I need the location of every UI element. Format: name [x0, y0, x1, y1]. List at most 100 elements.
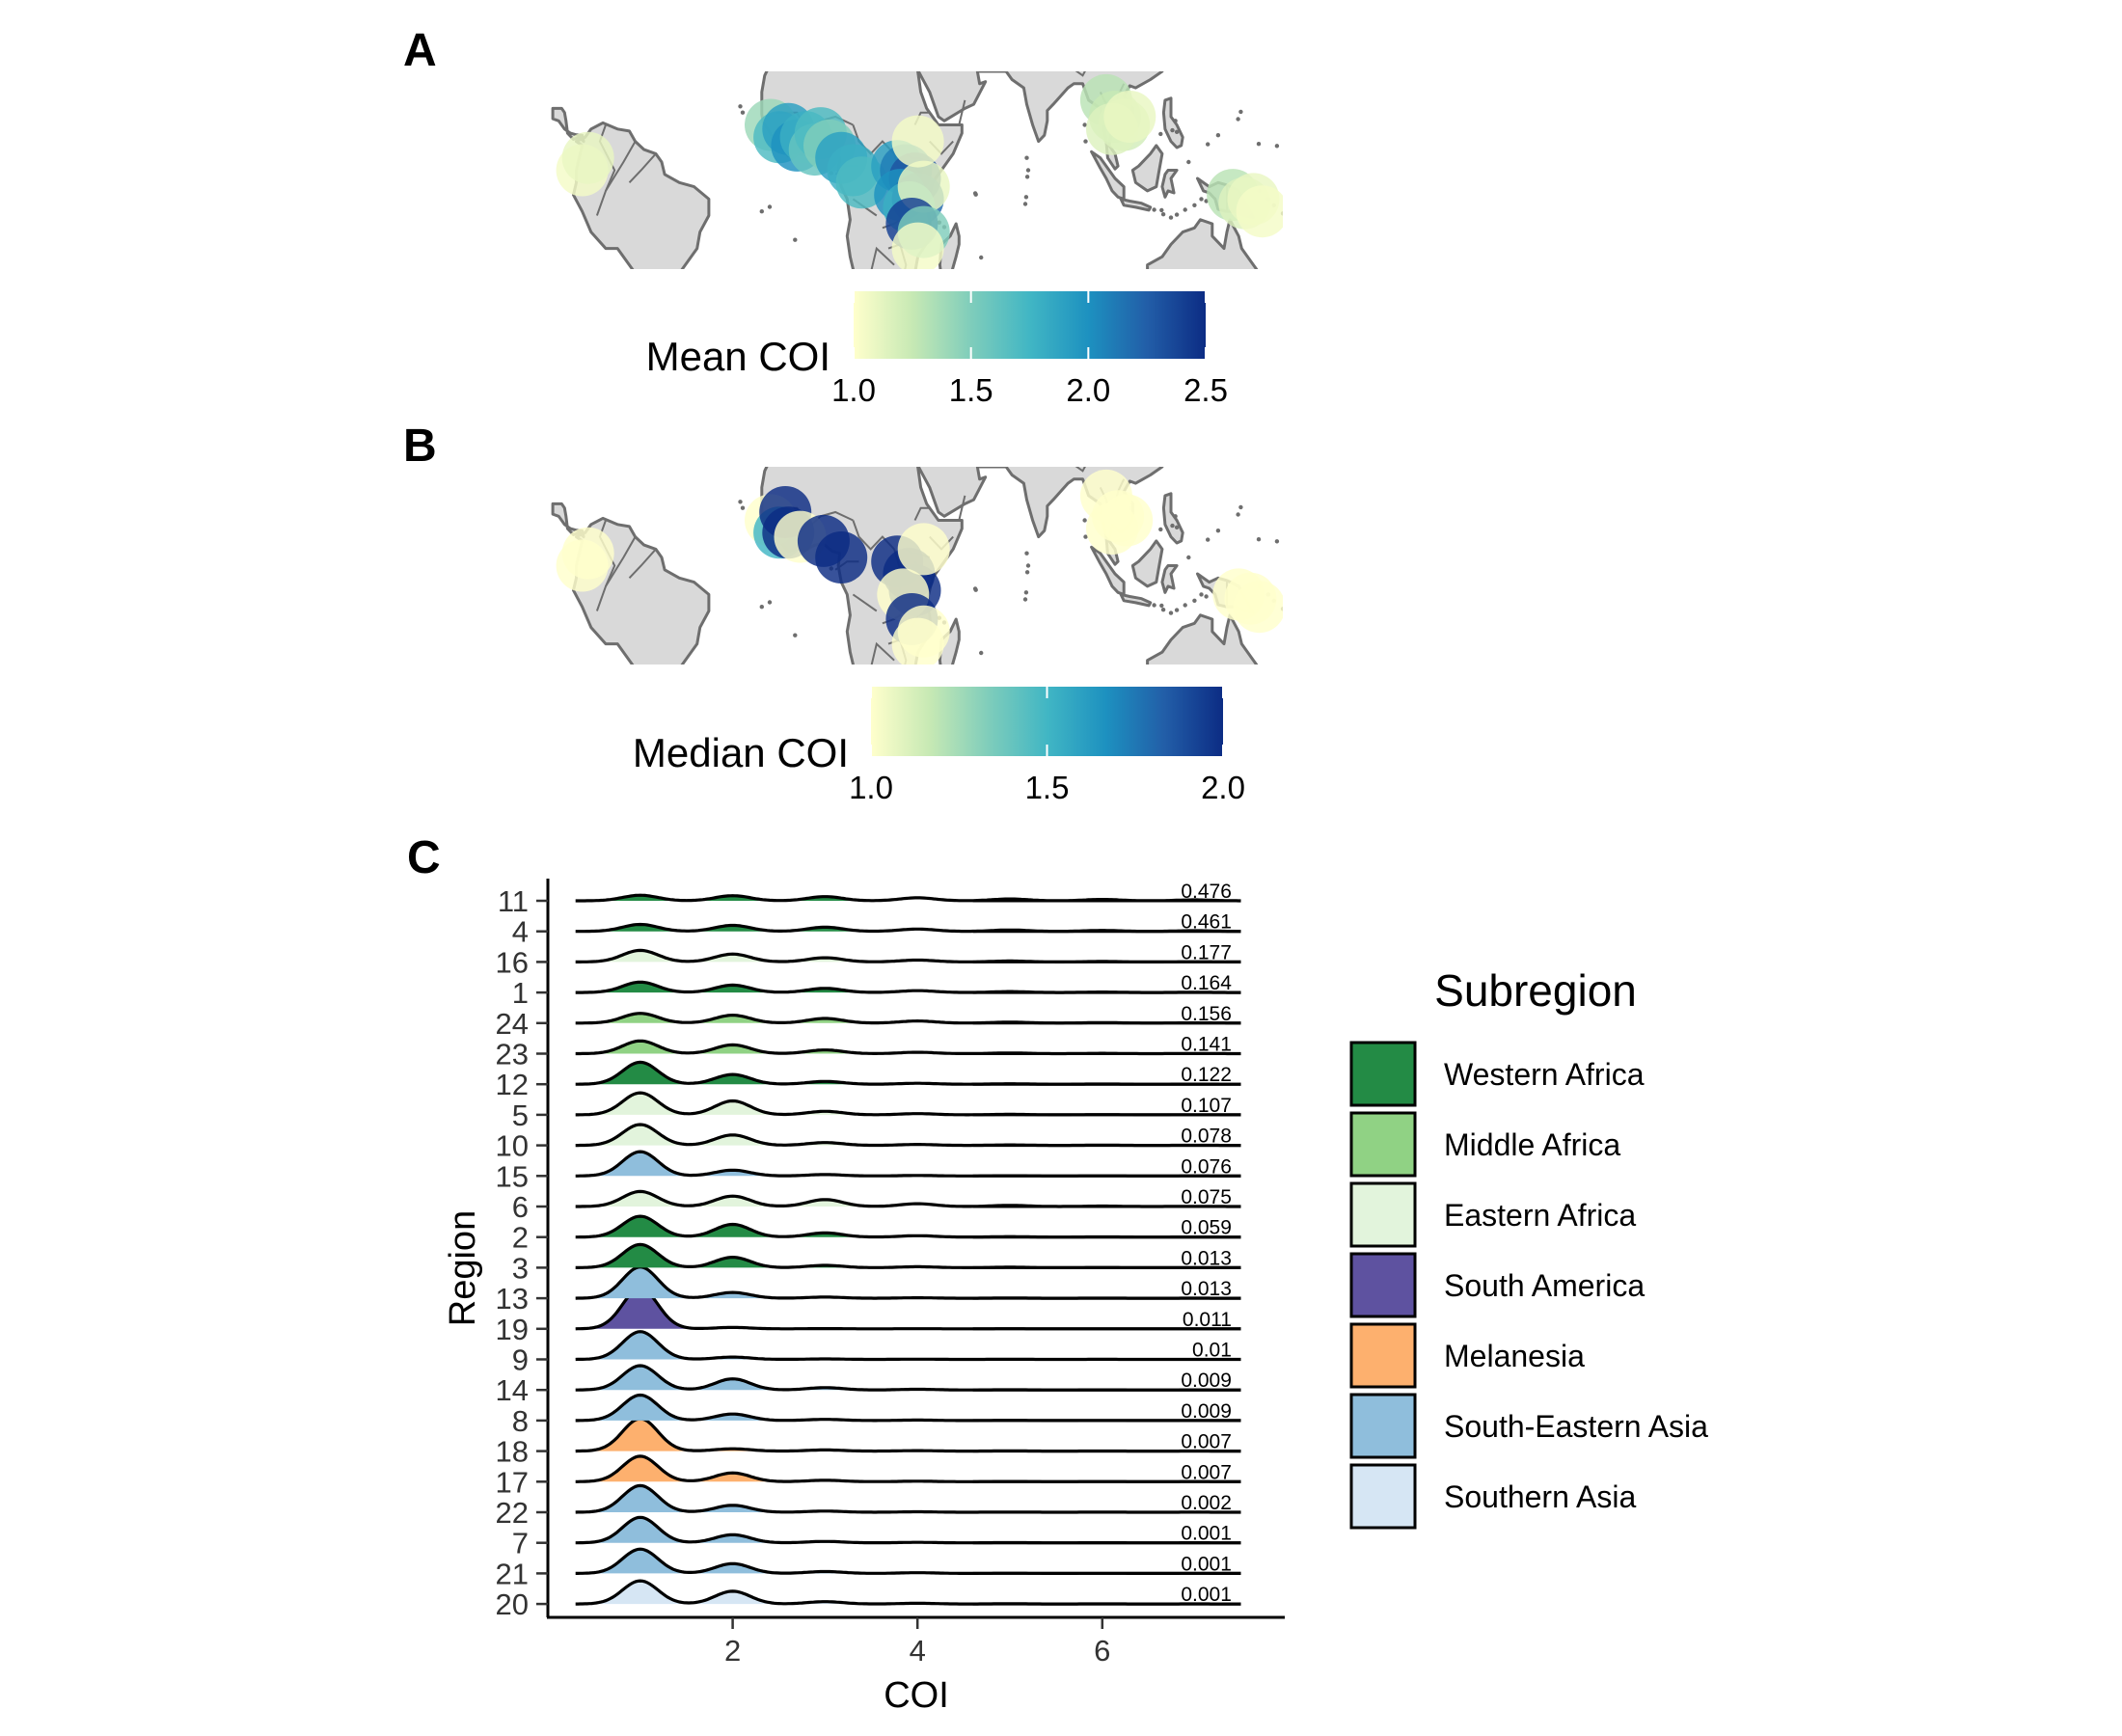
y-tick-label-region-22: 22	[496, 1496, 529, 1530]
site-marker	[891, 115, 944, 168]
site-marker	[1103, 91, 1156, 143]
y-tick-label-region-8: 8	[512, 1404, 529, 1438]
island	[1024, 570, 1030, 575]
value-label-region-19: 0.011	[1183, 1309, 1232, 1331]
island	[1238, 109, 1243, 115]
island	[1022, 202, 1028, 206]
y-tick-label-region-10: 10	[496, 1129, 529, 1163]
y-tick-label-region-5: 5	[512, 1099, 529, 1132]
ridge-line-region-8	[575, 1393, 1241, 1423]
colorbar-tick-label: 2.0	[1201, 770, 1245, 805]
ridge-line-region-7	[575, 1515, 1241, 1545]
landmass	[1146, 613, 1259, 665]
y-tick-label-region-7: 7	[512, 1527, 529, 1560]
value-label-region-20: 0.001	[1181, 1584, 1232, 1606]
country-border	[595, 536, 637, 611]
island	[1024, 175, 1030, 179]
colorbar-b-ticklabels: 1.0 1.5 2.0	[849, 770, 1245, 805]
colorbar-tick-label: 1.0	[849, 770, 893, 805]
landmass	[916, 71, 988, 122]
y-tick-label-region-12: 12	[496, 1068, 529, 1101]
value-label-region-2: 0.059	[1181, 1217, 1232, 1239]
island	[1274, 539, 1280, 544]
island	[1304, 244, 1308, 248]
site-marker	[1236, 185, 1283, 238]
value-label-region-10: 0.078	[1181, 1126, 1232, 1148]
y-tick-label-region-14: 14	[496, 1373, 529, 1407]
island	[767, 600, 773, 605]
site-marker	[561, 527, 614, 580]
island	[1236, 117, 1240, 122]
island	[1199, 197, 1204, 202]
country-border	[870, 641, 895, 665]
island	[1303, 530, 1307, 534]
legend-swatch	[1349, 1252, 1417, 1318]
legend-label: Middle Africa	[1444, 1127, 1620, 1162]
country-border	[1018, 438, 1041, 454]
island	[1022, 597, 1028, 602]
landmass	[916, 467, 988, 518]
country-border	[1018, 42, 1041, 59]
island	[1313, 539, 1317, 543]
y-tick-label-region-20: 20	[496, 1587, 529, 1621]
site-marker	[561, 131, 614, 184]
ridge-line-region-1	[575, 980, 1241, 994]
landmass	[1161, 96, 1184, 149]
x-tick-label: 2	[724, 1634, 741, 1668]
y-tick-label-region-4: 4	[512, 915, 529, 949]
site-marker	[1086, 502, 1138, 556]
country-border	[1075, 467, 1086, 473]
value-label-region-22: 0.002	[1181, 1492, 1232, 1514]
legend-label: South-Eastern Asia	[1444, 1409, 1708, 1444]
island	[1173, 119, 1178, 123]
colorbar-a-title: Mean COI	[646, 334, 830, 379]
landmass	[1146, 218, 1259, 269]
y-tick-label-region-19: 19	[496, 1313, 529, 1346]
map-panel-b	[547, 438, 1317, 665]
country-border	[852, 593, 878, 612]
island	[1082, 122, 1087, 127]
y-tick-label-region-2: 2	[512, 1221, 529, 1255]
landmass	[1160, 564, 1179, 594]
country-border	[958, 99, 966, 125]
value-label-region-24: 0.156	[1181, 1003, 1232, 1025]
island	[1206, 142, 1211, 147]
island	[1290, 150, 1293, 154]
island	[1304, 639, 1308, 643]
island	[1303, 135, 1307, 139]
island	[1215, 529, 1221, 533]
island	[1160, 608, 1166, 612]
island	[1160, 212, 1166, 217]
legend-label: Western Africa	[1444, 1057, 1645, 1092]
x-tick-label: 6	[1094, 1634, 1110, 1668]
value-label-region-11: 0.476	[1181, 881, 1232, 903]
island	[979, 255, 984, 260]
island	[1083, 139, 1088, 144]
legend-items: Western Africa Middle Africa Eastern Afric…	[1349, 1041, 1708, 1530]
ridge-line-region-2	[575, 1214, 1241, 1239]
colorbar-b: Median COI 1.0 1.5 2.0	[633, 687, 1245, 805]
island	[1307, 127, 1311, 131]
legend-swatch	[1349, 1181, 1417, 1248]
ridge-line-region-16	[575, 948, 1241, 963]
ridge-line-region-13	[575, 1265, 1241, 1300]
island	[1206, 537, 1211, 542]
island	[793, 237, 798, 242]
ridge-line-region-20	[575, 1579, 1241, 1606]
y-tick-label-region-16: 16	[496, 945, 529, 979]
y-tick-label-region-23: 23	[496, 1038, 529, 1071]
island	[1256, 142, 1262, 147]
colorbar-tick-label: 1.5	[949, 372, 993, 408]
island	[1186, 555, 1191, 560]
island	[979, 650, 984, 656]
colorbar-a-gradient	[854, 291, 1206, 359]
landmass	[1130, 144, 1164, 193]
island	[1170, 127, 1175, 133]
island	[740, 110, 746, 115]
legend-swatch	[1349, 1393, 1417, 1459]
island	[1300, 236, 1304, 240]
colorbar-tick-label: 1.5	[1025, 770, 1070, 805]
value-label-region-4: 0.461	[1181, 911, 1232, 934]
ridge-line-region-9	[575, 1330, 1241, 1362]
